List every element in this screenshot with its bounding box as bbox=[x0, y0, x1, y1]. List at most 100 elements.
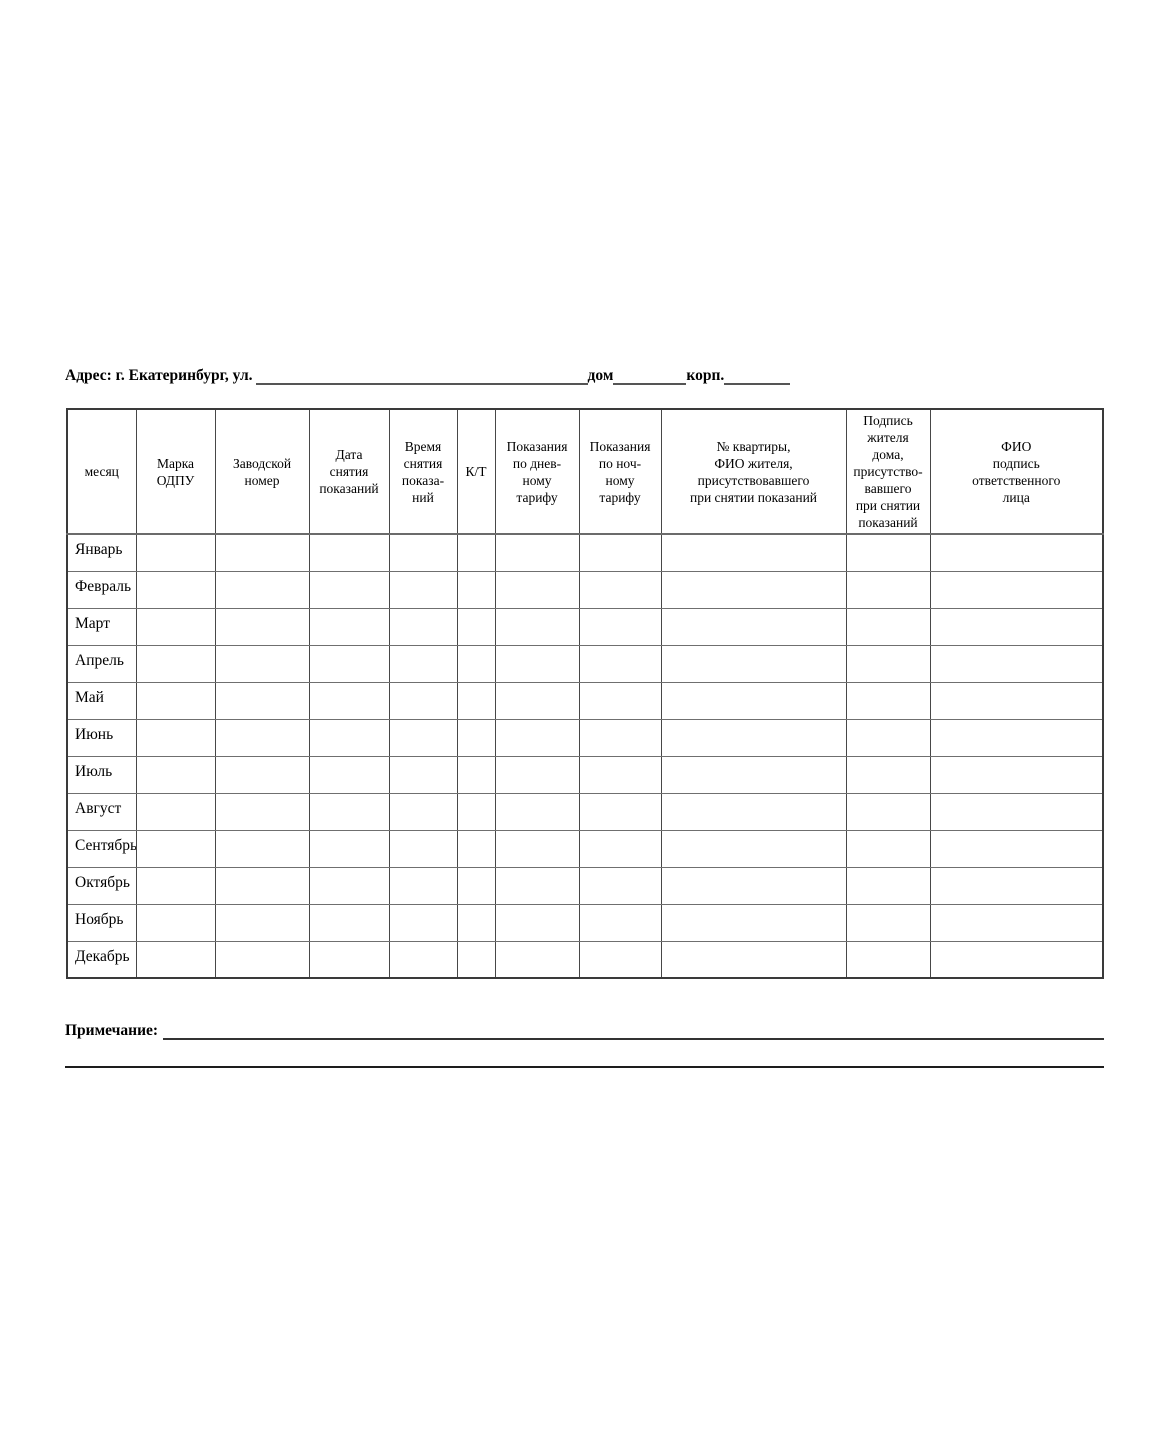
cell-night-tariff bbox=[578, 829, 662, 868]
cell-resident-signature bbox=[845, 533, 931, 572]
month-label: Октябрь bbox=[66, 866, 137, 905]
cell-responsible-person bbox=[929, 829, 1104, 868]
cell-meter-brand bbox=[135, 570, 216, 609]
column-header-month: месяц bbox=[66, 408, 137, 535]
dom-fill-line bbox=[613, 369, 687, 385]
cell-responsible-person bbox=[929, 903, 1104, 942]
cell-serial-number bbox=[214, 903, 310, 942]
cell-resident-signature bbox=[845, 570, 931, 609]
cell-meter-brand bbox=[135, 607, 216, 646]
cell-reading-date bbox=[308, 866, 390, 905]
table-row: Апрель bbox=[66, 644, 1104, 683]
cell-reading-date bbox=[308, 718, 390, 757]
cell-reading-date bbox=[308, 533, 390, 572]
cell-serial-number bbox=[214, 718, 310, 757]
cell-reading-time bbox=[388, 570, 458, 609]
cell-serial-number bbox=[214, 644, 310, 683]
cell-resident-signature bbox=[845, 755, 931, 794]
table-body: Январь Февраль Март Апрель Май Июнь Июль Август… bbox=[66, 533, 1104, 979]
cell-reading-time bbox=[388, 829, 458, 868]
cell-responsible-person bbox=[929, 792, 1104, 831]
cell-apartment-resident bbox=[660, 607, 847, 646]
cell-day-tariff bbox=[494, 866, 580, 905]
table-row: Март bbox=[66, 607, 1104, 646]
cell-resident-signature bbox=[845, 681, 931, 720]
cell-responsible-person bbox=[929, 644, 1104, 683]
cell-meter-brand bbox=[135, 718, 216, 757]
cell-reading-date bbox=[308, 940, 390, 979]
table-row: Август bbox=[66, 792, 1104, 831]
cell-responsible-person bbox=[929, 533, 1104, 572]
cell-day-tariff bbox=[494, 644, 580, 683]
readings-table: месяц Марка ОДПУ Заводской номер Дата сняти… bbox=[66, 408, 1104, 979]
cell-responsible-person bbox=[929, 607, 1104, 646]
table-row: Октябрь bbox=[66, 866, 1104, 905]
cell-kt bbox=[456, 755, 496, 794]
cell-meter-brand bbox=[135, 792, 216, 831]
dom-label: дом bbox=[587, 367, 614, 384]
cell-night-tariff bbox=[578, 607, 662, 646]
cell-night-tariff bbox=[578, 940, 662, 979]
cell-meter-brand bbox=[135, 681, 216, 720]
table-row: Июль bbox=[66, 755, 1104, 794]
cell-night-tariff bbox=[578, 866, 662, 905]
column-header-serial-number: Заводской номер bbox=[214, 408, 310, 535]
cell-serial-number bbox=[214, 792, 310, 831]
cell-serial-number bbox=[214, 940, 310, 979]
cell-kt bbox=[456, 903, 496, 942]
month-label: Июль bbox=[66, 755, 137, 794]
cell-day-tariff bbox=[494, 681, 580, 720]
cell-reading-time bbox=[388, 792, 458, 831]
cell-resident-signature bbox=[845, 940, 931, 979]
cell-resident-signature bbox=[845, 607, 931, 646]
cell-kt bbox=[456, 866, 496, 905]
cell-reading-time bbox=[388, 644, 458, 683]
table-row: Ноябрь bbox=[66, 903, 1104, 942]
table-row: Май bbox=[66, 681, 1104, 720]
column-header-reading-date: Дата снятия показаний bbox=[308, 408, 390, 535]
address-label: Адрес: г. Екатеринбург, ул. bbox=[65, 367, 253, 384]
month-label: Декабрь bbox=[66, 940, 137, 979]
cell-reading-time bbox=[388, 533, 458, 572]
cell-resident-signature bbox=[845, 792, 931, 831]
cell-kt bbox=[456, 792, 496, 831]
cell-reading-date bbox=[308, 755, 390, 794]
cell-apartment-resident bbox=[660, 829, 847, 868]
header-row: месяц Марка ОДПУ Заводской номер Дата сняти… bbox=[66, 408, 1104, 535]
month-label: Февраль bbox=[66, 570, 137, 609]
cell-reading-date bbox=[308, 903, 390, 942]
table-row: Январь bbox=[66, 533, 1104, 572]
cell-apartment-resident bbox=[660, 533, 847, 572]
cell-day-tariff bbox=[494, 940, 580, 979]
cell-reading-time bbox=[388, 718, 458, 757]
cell-responsible-person bbox=[929, 940, 1104, 979]
korp-fill-line bbox=[724, 369, 791, 385]
cell-night-tariff bbox=[578, 681, 662, 720]
cell-reading-time bbox=[388, 866, 458, 905]
cell-day-tariff bbox=[494, 829, 580, 868]
street-fill-line bbox=[255, 369, 588, 385]
month-label: Июнь bbox=[66, 718, 137, 757]
cell-serial-number bbox=[214, 681, 310, 720]
cell-responsible-person bbox=[929, 755, 1104, 794]
bottom-rule bbox=[65, 1066, 1104, 1068]
cell-day-tariff bbox=[494, 570, 580, 609]
cell-kt bbox=[456, 644, 496, 683]
cell-resident-signature bbox=[845, 829, 931, 868]
cell-responsible-person bbox=[929, 718, 1104, 757]
cell-night-tariff bbox=[578, 903, 662, 942]
table-row: Июнь bbox=[66, 718, 1104, 757]
cell-apartment-resident bbox=[660, 718, 847, 757]
cell-kt bbox=[456, 940, 496, 979]
cell-reading-time bbox=[388, 903, 458, 942]
address-line: Адрес: г. Екатеринбург, ул. дом корп. bbox=[65, 366, 1104, 385]
cell-apartment-resident bbox=[660, 644, 847, 683]
cell-reading-date bbox=[308, 829, 390, 868]
cell-reading-time bbox=[388, 755, 458, 794]
note-label: Примечание: bbox=[65, 1022, 159, 1039]
cell-responsible-person bbox=[929, 681, 1104, 720]
cell-resident-signature bbox=[845, 644, 931, 683]
column-header-day-tariff: Показания по днев- ному тарифу bbox=[494, 408, 580, 535]
cell-resident-signature bbox=[845, 903, 931, 942]
note-line: Примечание: bbox=[65, 1021, 1104, 1040]
